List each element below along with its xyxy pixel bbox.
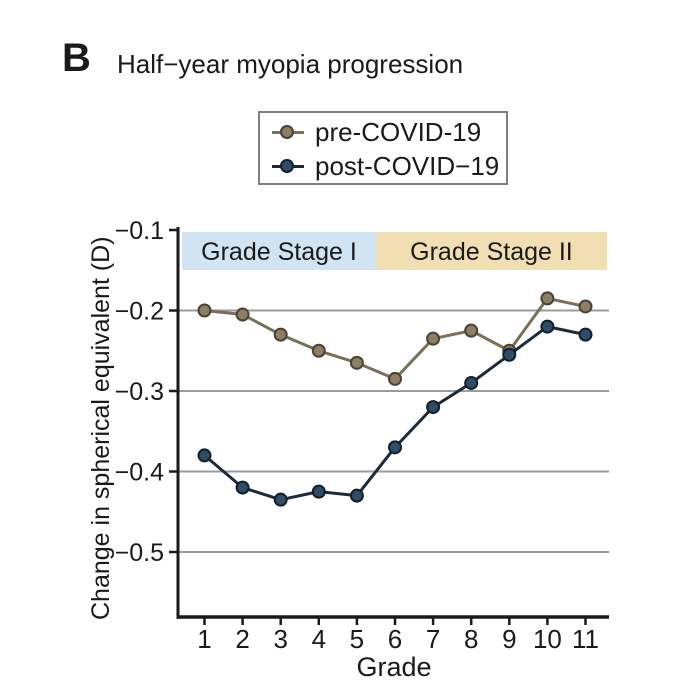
x-tick-label: 11 [572,624,599,654]
y-tick-label: −0.5 [115,539,164,567]
legend-dot [280,159,294,173]
data-point-post-3 [273,492,288,507]
pre-covid-legend-marker-icon [272,125,304,139]
data-point-post-11 [578,327,593,342]
x-tick-label: 8 [464,624,478,654]
legend-box: pre-COVID-19 post-COVID−19 [258,111,508,185]
x-tick-label: 2 [235,624,249,654]
data-point-pre-5 [349,355,364,370]
x-axis-title: Grade [356,652,432,682]
chart-title: Half−year myopia progression [117,49,464,79]
y-tick-label: −0.4 [115,459,164,487]
legend-label-post: post-COVID−19 [315,151,500,181]
y-tick-label: −0.2 [115,298,164,326]
data-point-post-6 [388,440,402,455]
x-tick-label: 4 [312,624,326,654]
x-tick-label: 1 [197,624,211,654]
x-tick-label: 5 [350,624,364,654]
post-covid-legend-marker-icon [272,159,304,173]
series-line-post [203,325,587,502]
data-point-post-4 [311,484,326,499]
data-point-post-5 [349,488,364,503]
data-point-post-10 [540,319,555,334]
legend-entry-pre: pre-COVID-19 [272,117,506,147]
y-tick-label: −0.1 [115,217,164,245]
data-point-pre-8 [464,323,479,338]
data-point-pre-1 [197,303,212,318]
data-point-post-9 [502,347,517,362]
legend-dot [280,125,294,139]
band-2 [375,232,607,270]
band-1 [182,232,376,270]
data-point-pre-6 [388,371,402,386]
panel-label: B [62,36,91,80]
legend-entry-post: post-COVID−19 [272,151,506,181]
legend-label-pre: pre-COVID-19 [315,117,482,147]
band-label-1: Grade Stage I [201,238,357,266]
x-tick-label: 9 [502,624,516,654]
data-point-pre-2 [235,307,250,322]
data-point-pre-4 [311,343,326,358]
band-label-2: Grade Stage II [410,238,573,266]
x-tick-label: 7 [426,624,440,654]
data-point-post-7 [426,400,441,415]
data-point-pre-3 [273,327,288,342]
y-tick-label: −0.3 [115,378,164,406]
data-point-pre-7 [426,331,441,346]
x-tick-label: 3 [273,624,287,654]
data-point-pre-10 [540,291,555,306]
data-point-post-8 [464,375,479,390]
x-tick-label: 6 [388,624,402,654]
data-point-pre-11 [578,299,593,314]
data-point-post-1 [197,448,212,463]
x-tick-label: 10 [533,624,562,654]
data-point-post-2 [235,480,250,495]
